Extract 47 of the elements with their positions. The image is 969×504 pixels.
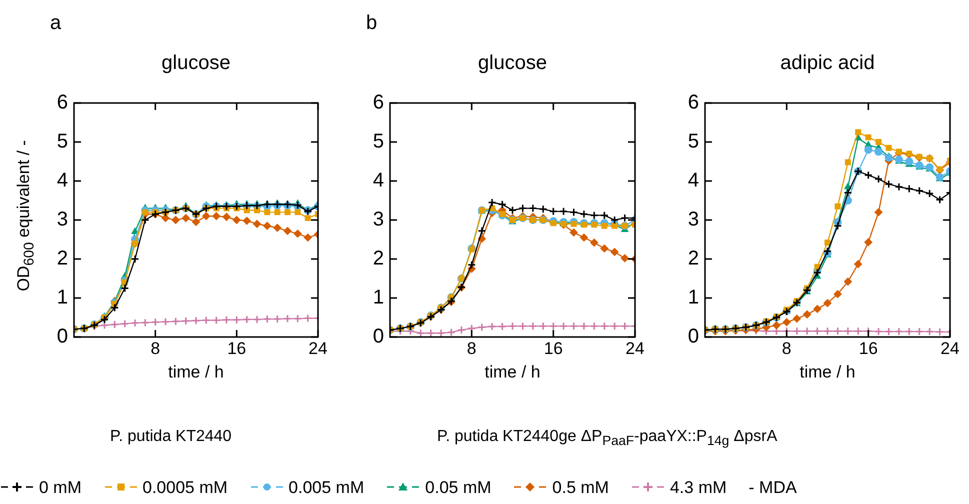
legend-label: 0.005 mM [288, 478, 364, 497]
x-tick-label: 8 [782, 338, 792, 358]
x-axis-title: time / h [800, 362, 856, 382]
y-tick-label: 2 [688, 248, 699, 270]
y-tick-label: 6 [372, 92, 384, 114]
x-tick-label: 16 [544, 338, 563, 358]
x-axis-title: time / h [484, 362, 540, 382]
y-tick-label: 4 [56, 170, 68, 192]
y-tick-label: 4 [688, 170, 699, 192]
y-tick-label: 5 [372, 130, 384, 153]
text: P. putida KT2440ge ΔP$_{PaaF}$-paaYX::P$_{14g}$ ΔpsrA [437, 428, 778, 448]
y-tick-label: 6 [56, 92, 68, 114]
y-tick-label: 0 [56, 326, 68, 348]
legend-label: 0.5 mM [552, 478, 609, 497]
x-tick-label: 24 [308, 338, 328, 358]
x-tick-label: 8 [150, 338, 160, 358]
y-tick-label: 1 [56, 286, 68, 309]
chart-title: glucose [477, 52, 548, 75]
y-tick-label: 1 [372, 286, 384, 309]
x-tick-label: 16 [227, 338, 246, 358]
legend-label: 0.0005 mM [142, 478, 228, 497]
y-tick-label: 2 [372, 248, 384, 270]
legend-label: 4.3 mM [670, 478, 727, 497]
x-tick-label: 24 [626, 338, 644, 358]
text: P. putida KT2440 [110, 428, 232, 446]
y-tick-label: 3 [56, 208, 68, 231]
legend-title: - MDA [748, 478, 797, 497]
legend-label: 0 mM [39, 478, 82, 497]
y-tick-label: 1 [688, 286, 699, 309]
y-tick-label: 4 [372, 170, 384, 192]
chart-title: glucose [160, 52, 232, 75]
y-tick-label: 5 [56, 130, 68, 153]
x-tick-label: 24 [940, 338, 960, 358]
chart-title: adipic acid [779, 52, 876, 75]
x-tick-label: 16 [858, 338, 878, 358]
y-tick-label: 0 [688, 326, 699, 348]
x-axis-title: time / h [168, 362, 224, 382]
y-tick-label: 6 [688, 92, 699, 114]
y-tick-label: 2 [56, 248, 68, 270]
legend-label: 0.05 mM [425, 478, 492, 497]
text: a [50, 12, 62, 35]
y-tick-label: 0 [372, 326, 384, 348]
text: b [366, 12, 378, 35]
y-tick-label: 5 [688, 130, 699, 153]
y-tick-label: 3 [688, 208, 699, 231]
x-tick-label: 8 [466, 338, 476, 358]
y-tick-label: 3 [372, 208, 384, 231]
